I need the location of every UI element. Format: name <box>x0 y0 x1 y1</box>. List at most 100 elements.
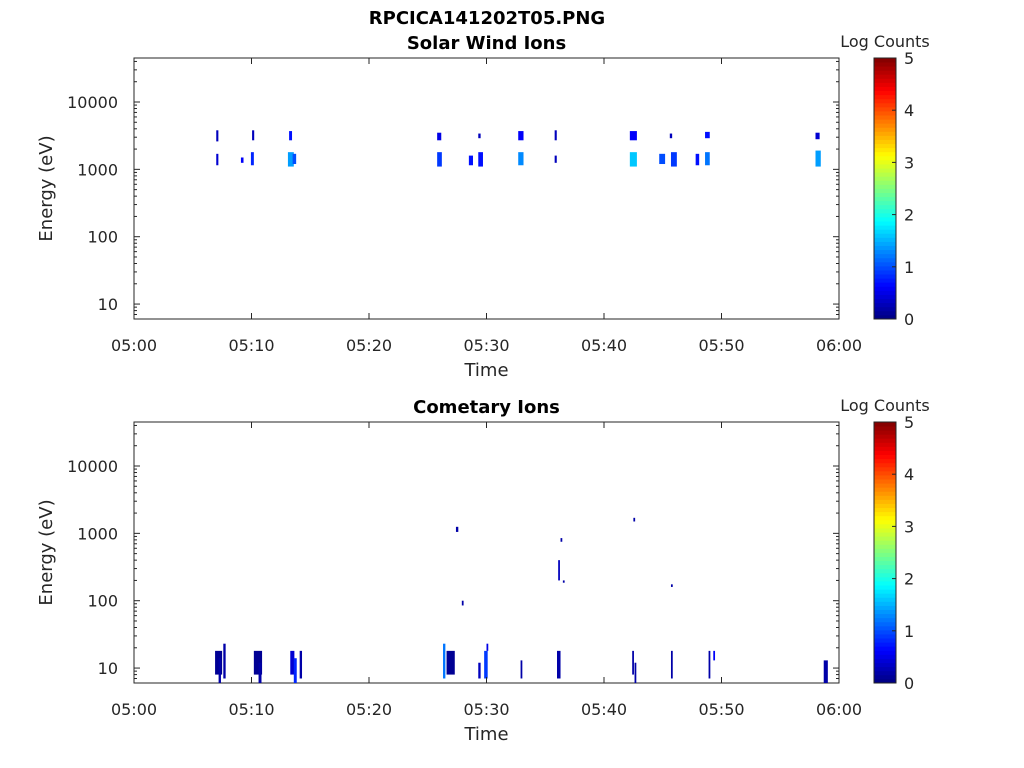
colorbar-tick-label: 1 <box>904 622 914 641</box>
data-cell <box>216 153 219 166</box>
y-tick-label: 100 <box>87 592 118 611</box>
data-cell <box>695 153 700 166</box>
data-cell <box>258 662 262 683</box>
colorbar-band <box>874 674 896 680</box>
colorbar-band <box>874 474 896 480</box>
colorbar-band <box>874 658 896 664</box>
x-tick-label: 05:00 <box>111 336 157 355</box>
colorbar-band <box>874 73 896 79</box>
colorbar-band <box>874 57 896 63</box>
colorbar-band <box>874 490 896 496</box>
colorbar-band <box>874 596 896 602</box>
colorbar-band <box>874 147 896 153</box>
colorbar-tick-label: 0 <box>904 674 914 693</box>
colorbar-band <box>874 90 896 96</box>
data-cell <box>670 152 677 167</box>
data-cell <box>670 650 673 679</box>
colorbar-band <box>874 212 896 218</box>
colorbar-band <box>874 654 896 659</box>
colorbar-band <box>874 261 896 267</box>
colorbar-band <box>874 310 896 316</box>
colorbar-band <box>874 118 896 124</box>
y-axis-label: Energy (eV) <box>36 135 57 241</box>
colorbar-band <box>874 564 896 570</box>
colorbar-band <box>874 446 896 451</box>
colorbar-band <box>874 433 896 439</box>
colorbar-band <box>874 269 896 275</box>
colorbar-band <box>874 290 896 295</box>
panel-title: Cometary Ions <box>413 397 560 418</box>
colorbar-band <box>874 216 896 222</box>
x-tick-label: 05:50 <box>698 700 744 719</box>
panel-title: Solar Wind Ions <box>407 33 566 54</box>
data-cell <box>289 131 293 141</box>
colorbar-tick-label: 1 <box>904 258 914 277</box>
data-cell <box>708 650 711 679</box>
colorbar-band <box>874 139 896 145</box>
data-cell <box>562 580 565 583</box>
x-tick-label: 05:50 <box>698 336 744 355</box>
data-cell <box>218 658 221 683</box>
colorbar-band <box>874 86 896 92</box>
colorbar-label: Log Counts <box>840 32 930 51</box>
data-cell <box>558 560 560 581</box>
colorbar-band <box>874 539 896 545</box>
colorbar-band <box>874 122 896 128</box>
plot-area <box>133 57 840 320</box>
colorbar-band <box>874 65 896 71</box>
data-cell <box>478 662 481 679</box>
data-cell <box>632 650 634 675</box>
data-cell <box>486 643 489 651</box>
data-cell <box>216 130 219 142</box>
colorbar-band <box>874 224 896 230</box>
x-tick-label: 05:30 <box>463 700 509 719</box>
data-cell <box>713 650 716 661</box>
data-cell <box>461 600 464 606</box>
data-cell <box>253 650 263 675</box>
colorbar-band <box>874 257 896 263</box>
x-tick-label: 05:20 <box>346 336 392 355</box>
colorbar-band <box>874 645 896 651</box>
colorbar-band <box>874 617 896 623</box>
data-cell <box>634 662 637 683</box>
colorbar-band <box>874 552 896 557</box>
colorbar-band <box>874 543 896 549</box>
colorbar-band <box>874 662 896 668</box>
data-cell <box>290 650 295 675</box>
data-cell <box>554 155 557 163</box>
colorbar-band <box>874 314 896 320</box>
colorbar-band <box>874 482 896 488</box>
colorbar-band <box>874 294 896 300</box>
colorbar-band <box>874 556 896 562</box>
colorbar-band <box>874 249 896 255</box>
colorbar-band <box>874 486 896 492</box>
y-tick-label: 1000 <box>77 524 118 543</box>
colorbar-band <box>874 470 896 476</box>
data-cell <box>518 131 524 141</box>
colorbar-band <box>874 106 896 112</box>
colorbar-band <box>874 560 896 566</box>
colorbar-band <box>874 220 896 226</box>
colorbar-frame <box>873 421 897 684</box>
data-cell <box>815 150 821 167</box>
colorbar-band <box>874 572 896 578</box>
colorbar-band <box>874 98 896 104</box>
colorbar-band <box>874 285 896 291</box>
y-tick-label: 10 <box>98 659 118 678</box>
y-tick-label: 1000 <box>77 160 118 179</box>
data-cell <box>446 650 455 675</box>
data-cell <box>670 584 673 587</box>
data-cell <box>669 133 673 139</box>
data-cell <box>633 517 636 522</box>
colorbar-frame <box>873 57 897 320</box>
colorbar-band <box>874 666 896 672</box>
colorbar-band <box>874 478 896 484</box>
data-cell <box>455 526 459 532</box>
x-axis-label: Time <box>463 360 508 381</box>
data-cell <box>478 152 483 167</box>
y-tick-label: 10000 <box>67 93 118 112</box>
colorbar-band <box>874 171 896 177</box>
data-cell <box>293 658 297 683</box>
